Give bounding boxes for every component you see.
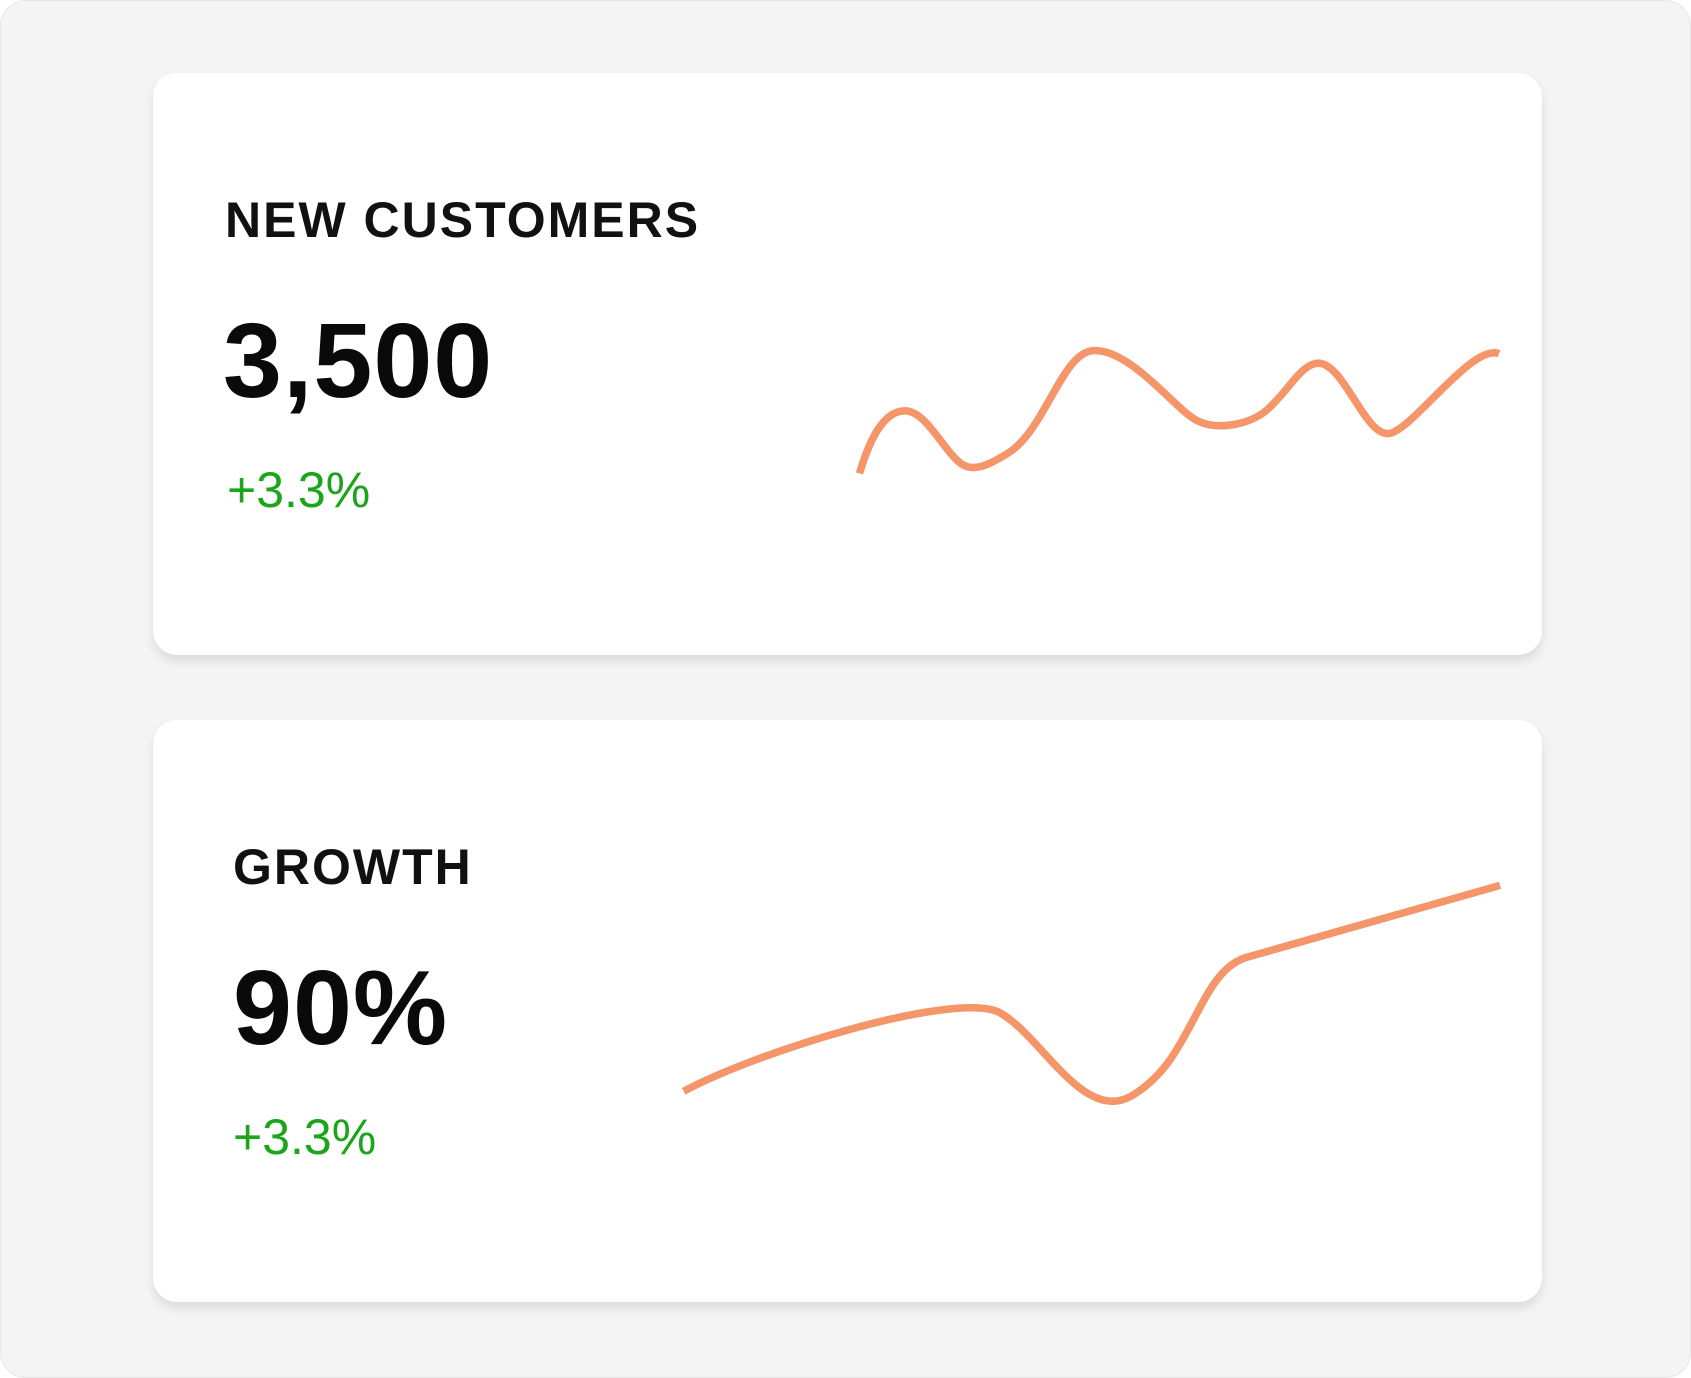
- card-title: NEW CUSTOMERS: [225, 192, 701, 248]
- sparkline: [855, 346, 1501, 475]
- card-title: GROWTH: [233, 839, 473, 895]
- kpi-card: NEW CUSTOMERS 3,500 +3.3%: [153, 73, 1542, 655]
- card-value: 90%: [233, 949, 449, 1067]
- card-change: +3.3%: [233, 1109, 377, 1165]
- kpi-card: GROWTH 90% +3.3%: [153, 720, 1542, 1302]
- card-value: 3,500: [223, 302, 494, 420]
- sparkline: [681, 881, 1502, 1105]
- card-change: +3.3%: [227, 462, 371, 518]
